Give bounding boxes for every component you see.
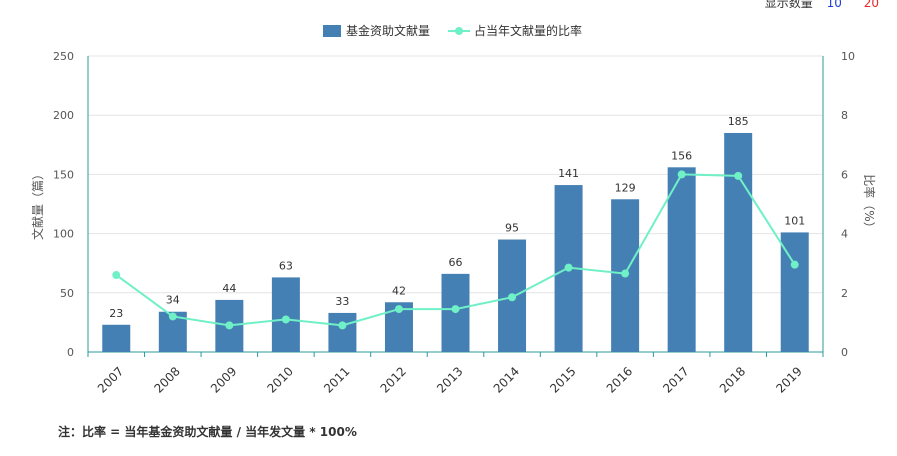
legend-swatch-bar [323, 25, 341, 37]
bar-2018 [724, 132, 753, 352]
ratio-point-2009 [225, 321, 234, 330]
y-tick-label: 250 [53, 50, 74, 63]
bar-label-2010: 63 [279, 259, 293, 272]
ratio-point-2018 [734, 171, 743, 180]
x-tick-label: 2011 [321, 364, 352, 395]
y2-tick-label: 4 [841, 228, 848, 241]
y2-tick-label: 2 [841, 287, 848, 300]
bar-label-2019: 101 [784, 214, 805, 227]
bar-2019 [780, 232, 809, 352]
display-count-indicator: 显示数量 10 20 [765, 0, 879, 11]
bar-label-2015: 141 [558, 167, 579, 180]
y2-axis-title: 比率（%） [862, 174, 877, 233]
legend-swatch-line-marker [455, 27, 463, 35]
x-tick-label: 2019 [773, 364, 804, 395]
bar-label-2008: 34 [166, 294, 180, 307]
y-tick-label: 0 [67, 346, 74, 359]
y2-tick-label: 10 [841, 50, 855, 63]
y-tick-label: 200 [53, 109, 74, 122]
bar-2011 [328, 312, 357, 352]
x-tick-label: 2016 [604, 364, 635, 395]
bar-2010 [271, 277, 300, 352]
y-tick-label: 100 [53, 228, 74, 241]
bar-label-2017: 156 [671, 149, 692, 162]
display-count-label: 显示数量 [764, 0, 813, 10]
ratio-point-2016 [621, 269, 630, 278]
x-tick-label: 2014 [491, 364, 522, 395]
ratio-point-2013 [451, 305, 460, 314]
x-tick-label: 2015 [547, 364, 578, 395]
display-count-option-10[interactable]: 10 [826, 0, 842, 10]
y-axis-title: 文献量（篇） [30, 168, 45, 240]
legend-label-line: 占当年文献量的比率 [474, 23, 582, 38]
chart-footnote: 注：比率 = 当年基金资助文献量 / 当年发文量 * 100% [58, 425, 357, 439]
ratio-point-2007 [112, 271, 121, 280]
bar-label-2018: 185 [728, 115, 749, 128]
x-tick-label: 2013 [434, 364, 465, 395]
bar-label-2013: 66 [449, 256, 463, 269]
y2-tick-label: 8 [841, 109, 848, 122]
display-count-option-20[interactable]: 20 [863, 0, 879, 10]
x-tick-label: 2017 [660, 364, 691, 395]
ratio-point-2017 [677, 170, 686, 179]
bar-2017 [667, 167, 696, 352]
ratio-point-2015 [564, 263, 573, 272]
ratio-point-2011 [338, 321, 347, 330]
x-tick-label: 2010 [265, 364, 296, 395]
bar-2007 [102, 324, 131, 352]
ratio-point-2008 [168, 312, 177, 321]
ratio-point-2010 [281, 315, 290, 324]
y2-tick-label: 6 [841, 168, 848, 181]
bar-label-2011: 33 [335, 295, 349, 308]
ratio-point-2019 [790, 260, 799, 269]
x-tick-label: 2007 [95, 364, 126, 395]
legend-label-bar: 基金资助文献量 [346, 23, 430, 38]
bar-label-2007: 23 [109, 307, 123, 320]
y-tick-label: 150 [53, 168, 74, 181]
bar-label-2014: 95 [505, 222, 519, 235]
x-tick-label: 2009 [208, 364, 239, 395]
y-tick-label: 50 [60, 287, 74, 300]
ratio-point-2012 [394, 305, 403, 314]
x-tick-label: 2018 [717, 364, 748, 395]
x-tick-label: 2012 [378, 364, 409, 395]
bar-label-2012: 42 [392, 284, 406, 297]
x-tick-label: 2008 [151, 364, 182, 395]
y2-tick-label: 0 [841, 346, 848, 359]
bar-label-2016: 129 [615, 181, 636, 194]
bar-label-2009: 44 [222, 282, 236, 295]
ratio-point-2014 [508, 293, 517, 302]
